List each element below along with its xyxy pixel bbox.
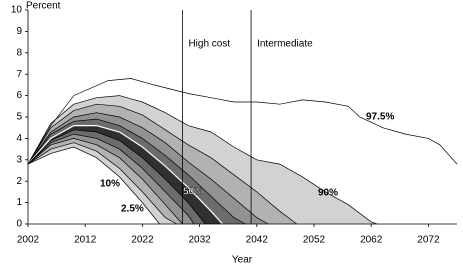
series-label: 97.5% <box>366 112 394 123</box>
x-tick-label: 2062 <box>360 235 383 246</box>
scenario-label: High cost <box>188 39 230 50</box>
x-tick-label: 2042 <box>246 235 269 246</box>
y-tick-label: 5 <box>16 112 22 123</box>
x-tick-label: 2072 <box>417 235 440 246</box>
x-tick-label: 2022 <box>131 235 154 246</box>
y-tick-label: 9 <box>16 26 22 37</box>
percentile-line <box>27 129 206 225</box>
percentile-line <box>27 103 298 225</box>
y-tick-label: 6 <box>16 90 22 101</box>
percentile-line <box>27 112 269 225</box>
x-tick-label: 2032 <box>188 235 211 246</box>
x-tick-label: 2002 <box>17 235 40 246</box>
y-axis-label: Percent <box>26 1 61 12</box>
y-tick-label: 8 <box>16 47 22 58</box>
percentile-line <box>27 78 458 165</box>
y-tick-label: 3 <box>16 154 22 165</box>
percentile-line <box>27 133 195 225</box>
percentile-line <box>27 124 223 225</box>
percentile-line <box>27 146 160 225</box>
series-label: 90% <box>318 188 338 199</box>
percentile-line <box>27 118 246 225</box>
y-tick-label: 1 <box>16 197 22 208</box>
percentile-line <box>27 138 183 225</box>
y-tick-label: 7 <box>16 69 22 80</box>
scenario-label: Intermediate <box>257 39 313 50</box>
x-axis-label: Year <box>232 255 253 266</box>
fan-band <box>28 147 160 224</box>
series-label: 10% <box>100 179 120 190</box>
y-tick-label: 10 <box>11 5 23 16</box>
y-tick-label: 4 <box>16 133 22 144</box>
x-tick-label: 2052 <box>303 235 326 246</box>
y-tick-label: 0 <box>16 219 22 230</box>
series-label: 2.5% <box>121 204 144 215</box>
x-tick-label: 2012 <box>74 235 97 246</box>
percentile-line <box>27 142 177 225</box>
percentile-line <box>27 95 378 225</box>
series-label: 50% <box>183 187 203 198</box>
y-tick-label: 2 <box>16 176 22 187</box>
